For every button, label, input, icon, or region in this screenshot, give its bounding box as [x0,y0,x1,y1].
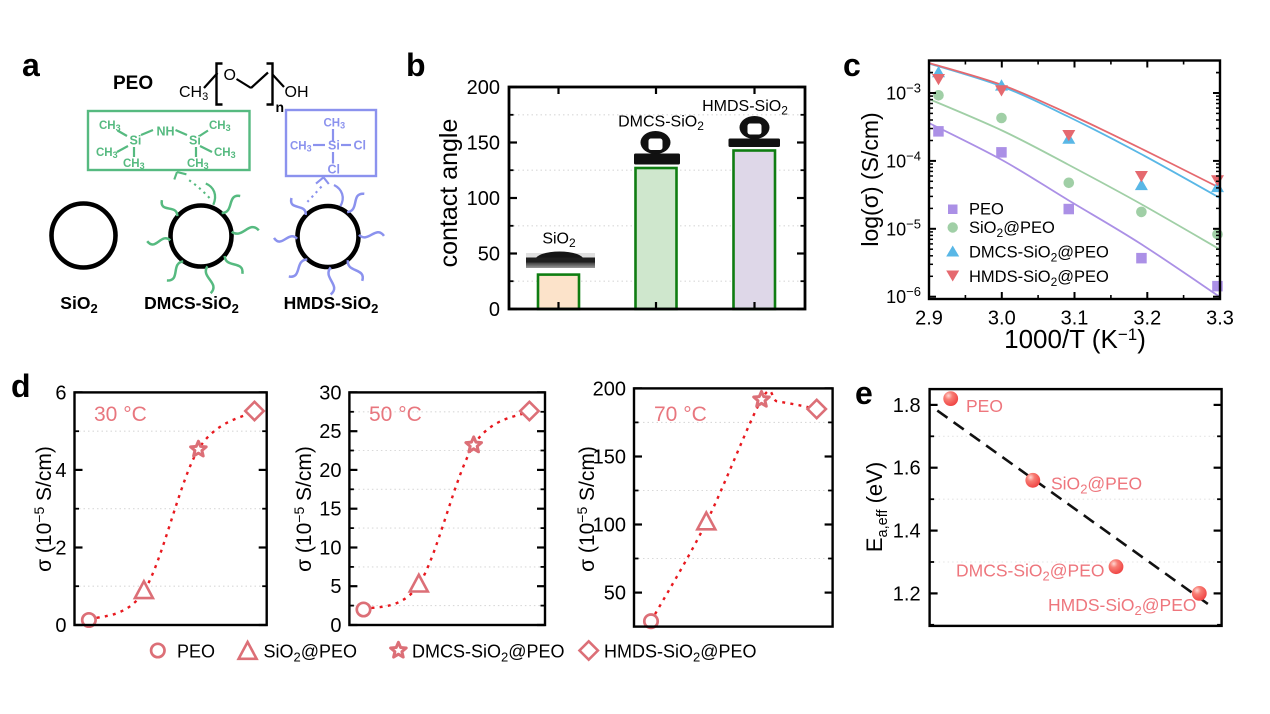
svg-text:PEO: PEO [177,642,215,662]
svg-text:HMDS-SiO2: HMDS-SiO2 [284,293,379,316]
svg-text:d: d [11,368,31,404]
svg-text:200: 200 [593,378,626,400]
svg-text:NH: NH [157,125,175,139]
svg-text:1.6: 1.6 [893,458,921,480]
svg-text:100: 100 [467,188,500,210]
svg-text:SiO2: SiO2 [60,293,97,316]
svg-text:150: 150 [467,133,500,155]
svg-text:30: 30 [319,382,341,404]
svg-text:2: 2 [55,538,66,560]
svg-text:Cl: Cl [354,139,367,153]
svg-text:SiO2: SiO2 [542,231,576,251]
svg-text:Cl: Cl [328,163,341,177]
svg-text:DMCS-SiO2@PEO: DMCS-SiO2@PEO [956,561,1105,584]
svg-text:O: O [224,67,236,84]
svg-text:CH3: CH3 [209,120,231,133]
svg-text:15: 15 [319,499,341,521]
svg-text:70 °C: 70 °C [654,403,707,426]
svg-text:DMCS-SiO2: DMCS-SiO2 [144,293,239,316]
svg-text:CH3: CH3 [187,158,209,171]
svg-text:1.8: 1.8 [893,395,921,417]
svg-text:50: 50 [604,583,626,605]
svg-text:Ea,eff (eV): Ea,eff (eV) [862,462,891,552]
svg-text:1.4: 1.4 [893,521,921,543]
svg-text:b: b [406,47,426,83]
svg-text:PEO: PEO [113,73,153,94]
svg-text:HMDS-SiO2@PEO: HMDS-SiO2@PEO [604,642,757,665]
svg-text:CH3: CH3 [96,147,118,160]
svg-text:log(σ) (S/cm): log(σ) (S/cm) [857,112,883,246]
svg-text:0: 0 [330,615,341,637]
svg-text:CH3: CH3 [214,147,236,160]
svg-text:SiO2@PEO: SiO2@PEO [264,642,358,665]
svg-text:PEO: PEO [969,201,1004,219]
svg-text:5: 5 [330,576,341,598]
svg-text:PEO: PEO [966,396,1003,416]
svg-text:σ (10−5 S/cm): σ (10−5 S/cm) [574,446,599,572]
svg-text:3.2: 3.2 [1133,308,1161,330]
svg-text:OH: OH [285,84,309,101]
svg-text:4: 4 [55,460,66,482]
svg-text:DMCS-SiO2: DMCS-SiO2 [618,114,704,134]
svg-text:HMDS-SiO2@PEO: HMDS-SiO2@PEO [1048,595,1197,618]
svg-text:Si: Si [189,134,201,148]
svg-text:σ (10−5 S/cm): σ (10−5 S/cm) [291,446,316,572]
svg-text:Si: Si [130,134,142,148]
svg-text:Si: Si [328,139,340,153]
svg-text:0: 0 [489,299,500,321]
svg-text:50: 50 [478,244,500,266]
svg-text:CH3: CH3 [290,141,312,154]
svg-text:CH3: CH3 [99,120,121,133]
svg-text:3.0: 3.0 [988,308,1016,330]
svg-text:SiO2@PEO: SiO2@PEO [1051,474,1142,497]
svg-text:10: 10 [319,538,341,560]
svg-text:CH3: CH3 [123,158,145,171]
svg-text:DMCS-SiO2@PEO: DMCS-SiO2@PEO [969,244,1109,265]
svg-text:a: a [22,47,40,83]
svg-text:100: 100 [593,515,626,537]
svg-text:SiO2@PEO: SiO2@PEO [969,219,1055,240]
svg-text:3.1: 3.1 [1061,308,1089,330]
svg-text:c: c [843,47,861,83]
svg-text:n: n [276,99,285,115]
svg-text:DMCS-SiO2@PEO: DMCS-SiO2@PEO [412,642,565,665]
svg-text:3.3: 3.3 [1206,308,1234,330]
svg-text:HMDS-SiO2@PEO: HMDS-SiO2@PEO [969,268,1109,289]
svg-text:200: 200 [467,77,500,99]
svg-text:25: 25 [319,421,341,443]
svg-text:1.2: 1.2 [893,583,921,605]
svg-text:CH3: CH3 [179,84,208,103]
svg-text:20: 20 [319,460,341,482]
svg-text:e: e [855,375,873,411]
svg-text:HMDS-SiO2: HMDS-SiO2 [702,98,788,118]
svg-text:σ (10−5 S/cm): σ (10−5 S/cm) [31,446,56,572]
svg-text:150: 150 [593,447,626,469]
svg-text:50 °C: 50 °C [369,403,422,426]
svg-text:30 °C: 30 °C [94,403,147,426]
svg-text:2.9: 2.9 [915,308,943,330]
svg-text:6: 6 [55,382,66,404]
svg-text:contact angle: contact angle [435,119,463,268]
svg-text:CH3: CH3 [324,118,346,131]
svg-text:0: 0 [55,615,66,637]
